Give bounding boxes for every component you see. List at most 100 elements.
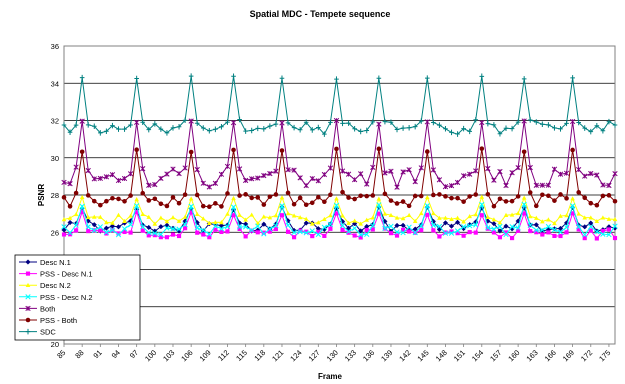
- legend-label: SDC: [40, 328, 56, 337]
- data-point: [200, 125, 206, 131]
- data-point: [521, 76, 527, 82]
- data-point: [431, 228, 436, 233]
- data-point: [91, 198, 97, 204]
- data-point: [188, 118, 194, 124]
- y-tick-label: 34: [51, 79, 59, 88]
- data-point: [291, 124, 297, 131]
- data-point: [443, 126, 448, 132]
- data-point: [503, 212, 509, 217]
- data-point: [207, 204, 212, 210]
- data-point: [412, 123, 418, 130]
- data-point: [400, 222, 406, 228]
- data-point: [316, 124, 321, 131]
- data-point: [91, 214, 97, 219]
- data-point: [224, 223, 231, 230]
- data-point: [449, 129, 454, 136]
- data-point: [540, 232, 545, 237]
- data-point: [497, 220, 503, 225]
- data-point: [582, 215, 588, 220]
- data-point: [200, 227, 206, 233]
- x-tick-label: 136: [361, 348, 376, 363]
- data-point: [612, 217, 618, 222]
- data-point: [497, 196, 503, 202]
- data-point: [122, 218, 127, 224]
- data-point: [527, 164, 533, 171]
- data-point: [25, 328, 31, 335]
- data-point: [503, 182, 509, 189]
- data-point: [164, 219, 170, 224]
- data-point: [164, 225, 170, 231]
- data-point: [606, 193, 612, 198]
- series-pss-both: [61, 146, 618, 210]
- data-point: [600, 182, 606, 188]
- series-lines: [61, 73, 618, 241]
- data-point: [25, 305, 31, 312]
- data-point: [588, 220, 594, 226]
- data-point: [370, 222, 376, 229]
- data-point: [200, 203, 206, 209]
- data-point: [364, 127, 370, 134]
- legend: Desc N.1 PSS - Desc N.1 Desc N.2 PSS - Desc…: [14, 254, 141, 341]
- data-point: [551, 166, 558, 172]
- data-point: [309, 221, 315, 226]
- data-point: [540, 192, 545, 198]
- data-point: [388, 198, 394, 203]
- data-point: [436, 223, 443, 230]
- data-point: [297, 229, 303, 235]
- x-tick-label: 103: [161, 348, 176, 363]
- data-point: [454, 219, 461, 225]
- data-point: [418, 223, 424, 229]
- y-tick-label: 20: [51, 340, 59, 349]
- data-point: [370, 193, 376, 198]
- data-point: [279, 75, 285, 82]
- x-tick-label: 157: [488, 348, 503, 363]
- data-point: [406, 212, 412, 218]
- data-point: [303, 216, 309, 221]
- data-point: [292, 235, 297, 240]
- data-point: [103, 225, 110, 231]
- data-point: [115, 177, 122, 184]
- data-point: [91, 123, 97, 130]
- x-tick-label: 85: [55, 348, 67, 360]
- data-point: [261, 202, 267, 207]
- data-point: [449, 216, 454, 221]
- data-point: [533, 119, 539, 125]
- data-point: [588, 215, 594, 220]
- data-point: [261, 230, 266, 235]
- data-point: [358, 235, 363, 240]
- data-point: [98, 130, 103, 136]
- data-point: [594, 202, 600, 208]
- data-point: [406, 125, 412, 131]
- data-point: [412, 230, 418, 236]
- data-point: [255, 195, 261, 200]
- data-point: [339, 168, 346, 174]
- data-point: [194, 225, 200, 231]
- data-point: [612, 170, 618, 177]
- data-point: [546, 193, 551, 199]
- data-point: [473, 230, 478, 235]
- data-point: [557, 171, 564, 177]
- data-point: [515, 210, 521, 216]
- data-point: [406, 167, 412, 173]
- data-point: [176, 123, 182, 130]
- data-point: [612, 235, 618, 241]
- data-point: [170, 232, 176, 237]
- data-point: [225, 119, 230, 125]
- data-point: [448, 230, 455, 236]
- data-point: [170, 195, 176, 200]
- data-point: [255, 221, 261, 226]
- data-point: [116, 126, 121, 132]
- data-point: [158, 201, 164, 207]
- series-line: [63, 195, 616, 225]
- data-point: [600, 215, 606, 220]
- data-point: [533, 182, 539, 188]
- data-point: [67, 219, 73, 226]
- data-point: [479, 119, 485, 126]
- data-point: [454, 179, 461, 186]
- data-point: [485, 226, 490, 231]
- data-point: [467, 223, 473, 229]
- data-point: [225, 211, 230, 216]
- data-point: [170, 215, 176, 220]
- data-point: [158, 126, 164, 132]
- data-point: [225, 229, 230, 234]
